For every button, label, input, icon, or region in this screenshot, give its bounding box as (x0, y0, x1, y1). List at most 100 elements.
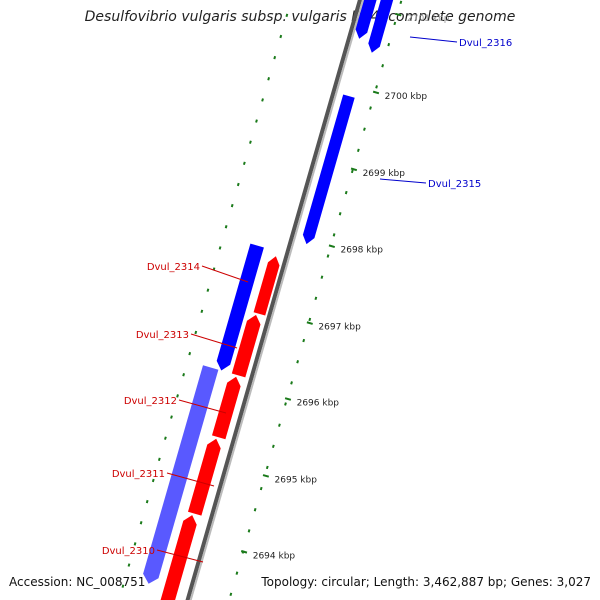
leader-line (201, 265, 249, 283)
leader-line (409, 36, 458, 43)
gene-label-Dvul_2310[interactable]: Dvul_2310 (102, 546, 155, 557)
inner-tick-ring (290, 381, 293, 385)
gene-arrow-Dvul_2311[interactable] (188, 438, 221, 516)
tick-label: 2700 kbp (385, 92, 428, 102)
gene-arrow-Dvul_2316b[interactable] (368, 0, 396, 53)
tick-mark (395, 12, 402, 17)
gene-label-Dvul_2315[interactable]: Dvul_2315 (428, 179, 481, 190)
gene-label-Dvul_2313[interactable]: Dvul_2313 (136, 330, 189, 341)
tick-label: 2697 kbp (318, 323, 361, 333)
accession-text: Accession: NC_008751 (9, 575, 146, 589)
gene-arrow-Dvul_2313[interactable] (231, 314, 261, 378)
inner-tick-ring (320, 275, 324, 279)
gene-arrow-blue-lane-2[interactable] (143, 365, 219, 584)
inner-tick-ring (399, 0, 403, 5)
outer-tick-ring (176, 394, 179, 398)
inner-tick-ring (278, 423, 281, 427)
outer-tick-ring (206, 288, 210, 292)
inner-tick-ring (247, 529, 251, 533)
outer-tick-ring (224, 225, 228, 229)
inner-tick-ring (265, 465, 269, 470)
gene-arrow-Dvul_2314[interactable] (253, 256, 280, 316)
outer-tick-ring (188, 351, 192, 356)
tick-label: 2699 kbp (363, 169, 406, 179)
genome-title: Desulfovibrio vulgaris subsp. vulgaris D… (84, 9, 516, 25)
outer-tick-ring (139, 521, 143, 525)
outer-tick-ring (267, 77, 271, 81)
outer-tick-ring (273, 55, 277, 60)
inner-tick-ring (381, 64, 385, 68)
tick-mark (262, 474, 270, 478)
gene-arrow-Dvul_2310[interactable] (159, 515, 197, 600)
outer-tick-ring (261, 98, 264, 102)
gene-arrow-Dvul_2312[interactable] (212, 376, 241, 440)
outer-tick-ring (151, 478, 155, 483)
outer-tick-ring (236, 182, 240, 187)
leader-line (166, 472, 215, 487)
gene-label-Dvul_2314[interactable]: Dvul_2314 (147, 262, 200, 273)
tick-label: 2696 kbp (297, 398, 340, 408)
outer-tick-ring (242, 161, 246, 166)
outer-tick-ring (145, 499, 149, 504)
inner-tick-ring (363, 127, 366, 131)
gene-label-Dvul_2311[interactable]: Dvul_2311 (112, 469, 165, 480)
tick-label: 2698 kbp (341, 246, 384, 256)
leader-line (156, 549, 204, 563)
tick-label: 2695 kbp (275, 475, 318, 485)
inner-tick-ring (229, 592, 233, 597)
tick-mark (350, 167, 358, 172)
tick-label: 2694 kbp (253, 551, 296, 561)
inner-tick-ring (296, 360, 300, 364)
gene-arrow-Dvul_2316[interactable] (355, 0, 381, 39)
outer-tick-ring (230, 203, 234, 208)
tick-mark (240, 550, 248, 554)
inner-tick-ring (259, 486, 263, 491)
inner-tick-ring (284, 402, 287, 406)
outer-tick-ring (133, 542, 137, 546)
outer-tick-ring (170, 415, 173, 419)
gene-arrow-Dvul_2315[interactable] (302, 94, 355, 245)
inner-tick-ring (235, 571, 239, 575)
inner-tick-ring (338, 212, 342, 216)
leader-line (379, 178, 427, 184)
backbone-line (185, 0, 363, 600)
gene-label-Dvul_2312[interactable]: Dvul_2312 (124, 396, 177, 407)
inner-tick-ring (302, 338, 306, 343)
outer-tick-ring (121, 584, 125, 588)
outer-tick-ring (194, 330, 198, 335)
outer-tick-ring (279, 34, 283, 39)
inner-tick-ring (271, 444, 275, 449)
gene-label-Dvul_2316[interactable]: Dvul_2316 (459, 38, 512, 49)
inner-tick-ring (332, 233, 336, 237)
tick-mark (372, 90, 380, 95)
inner-tick-ring (356, 148, 360, 153)
tick-mark (284, 397, 292, 401)
leader-line (190, 333, 238, 349)
outer-tick-ring (218, 246, 222, 250)
tick-mark (328, 244, 336, 248)
outer-tick-ring (249, 140, 252, 144)
inner-tick-ring (369, 106, 372, 110)
inner-tick-ring (326, 254, 330, 258)
tick-label: 2701 kbp (407, 14, 450, 24)
gene-arrow-blue-lane-1[interactable] (216, 243, 264, 371)
inner-tick-ring (344, 190, 348, 195)
inner-tick-ring (387, 42, 391, 47)
inner-tick-ring (253, 508, 257, 512)
outer-tick-ring (157, 457, 161, 462)
inner-tick-ring (350, 169, 354, 174)
outer-tick-ring (182, 373, 186, 377)
inner-tick-ring (308, 317, 312, 322)
backbone-highlight (189, 0, 365, 600)
topology-text: Topology: circular; Length: 3,462,887 bp… (261, 575, 591, 589)
tick-mark (306, 321, 313, 325)
outer-tick-ring (164, 436, 167, 440)
leader-line (178, 399, 227, 414)
outer-tick-ring (200, 309, 204, 314)
outer-tick-ring (285, 13, 289, 18)
inner-tick-ring (393, 21, 397, 26)
inner-tick-ring (314, 296, 318, 301)
outer-tick-ring (255, 119, 258, 123)
inner-tick-ring (375, 85, 378, 89)
